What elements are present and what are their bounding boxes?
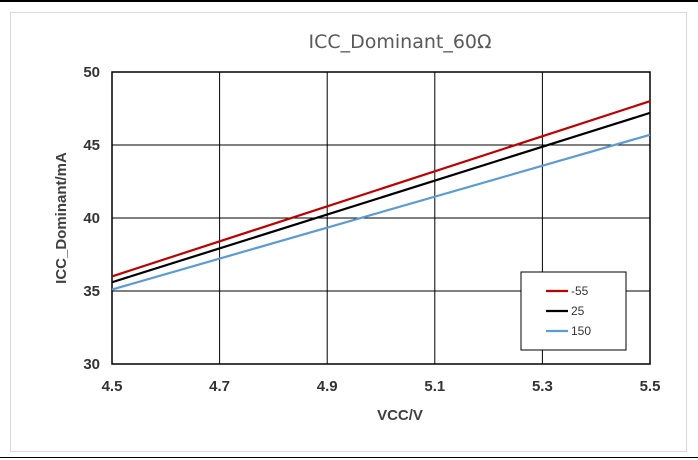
y-tick-label: 45 bbox=[83, 137, 100, 154]
y-tick-label: 50 bbox=[83, 64, 100, 81]
legend-label--55: -55 bbox=[571, 284, 589, 298]
legend: -55 25 150 bbox=[520, 271, 627, 351]
legend-label-25: 25 bbox=[571, 304, 585, 318]
x-tick-label: 5.5 bbox=[640, 378, 661, 395]
series-line-150 bbox=[111, 133, 651, 291]
x-tick-labels: 4.5 4.7 4.9 5.1 5.3 5.5 bbox=[102, 378, 661, 395]
y-tick-label: 40 bbox=[83, 210, 100, 227]
chart-frame bbox=[10, 12, 687, 452]
x-tick-label: 5.1 bbox=[424, 378, 445, 395]
top-rule bbox=[0, 0, 698, 2]
series-line--55 bbox=[111, 100, 651, 278]
legend-label-150: 150 bbox=[571, 324, 591, 338]
x-tick-label: 4.5 bbox=[102, 378, 123, 395]
series-lines bbox=[111, 100, 651, 291]
series-line-25 bbox=[111, 111, 651, 284]
y-tick-label: 30 bbox=[83, 356, 100, 373]
y-tick-label: 35 bbox=[83, 283, 100, 300]
x-tick-label: 5.3 bbox=[532, 378, 553, 395]
bottom-rule bbox=[0, 457, 698, 458]
x-axis-title: VCC/V bbox=[377, 407, 423, 424]
x-tick-label: 4.7 bbox=[209, 378, 230, 395]
chart-title: ICC_Dominant_60Ω bbox=[308, 31, 491, 53]
y-tick-labels: 30 35 40 45 50 bbox=[83, 64, 100, 373]
x-tick-label: 4.9 bbox=[317, 378, 338, 395]
y-axis-title: ICC_Dominant/mA bbox=[53, 152, 70, 284]
plot-border bbox=[111, 71, 651, 365]
legend-box bbox=[520, 271, 627, 351]
